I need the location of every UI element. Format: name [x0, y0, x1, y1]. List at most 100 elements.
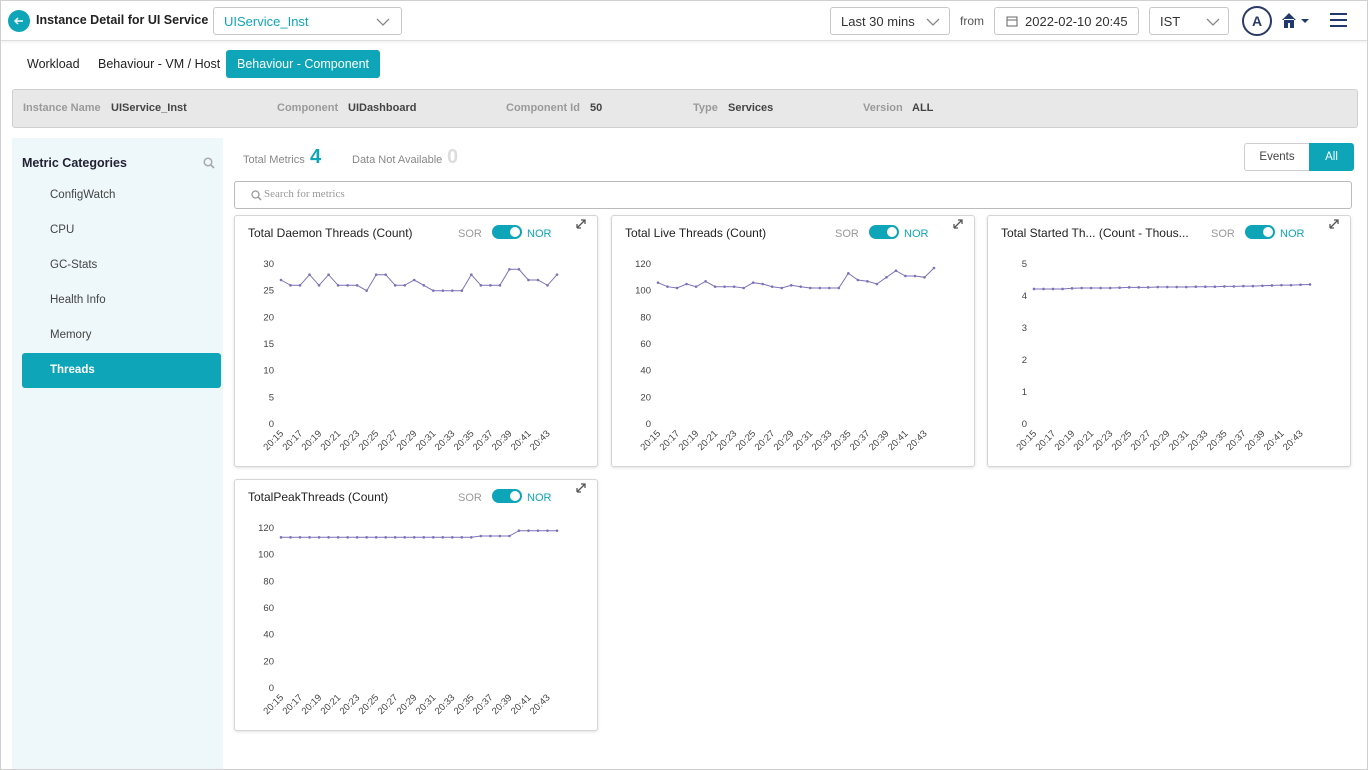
expand-icon[interactable] — [953, 219, 963, 229]
header: Instance Detail for UI Service UIService… — [1, 1, 1367, 41]
data-point — [460, 536, 464, 539]
toggle-switch[interactable] — [869, 225, 899, 239]
data-point — [489, 534, 492, 538]
chart-card: TotalPeakThreads (Count) SOR NOR 0 20 40 60 80 1… — [234, 479, 598, 731]
expand-icon[interactable] — [576, 219, 586, 229]
category-item[interactable]: Memory — [22, 318, 221, 353]
info-label: Instance Name — [23, 102, 101, 114]
home-menu[interactable] — [1281, 12, 1315, 30]
y-tick-label: 0 — [269, 683, 274, 694]
data-point — [441, 289, 445, 292]
x-tick-label: 20:31 — [414, 428, 439, 453]
toggle-switch[interactable] — [1245, 225, 1275, 239]
sidebar-title: Metric Categories — [22, 156, 127, 170]
expand-icon[interactable] — [1329, 219, 1339, 229]
y-tick-label: 20 — [640, 392, 651, 403]
data-point — [422, 536, 426, 539]
x-tick-label: 20:29 — [1148, 428, 1173, 453]
data-point — [336, 536, 340, 539]
timezone-value: IST — [1160, 14, 1181, 29]
y-tick-label: 5 — [1022, 259, 1027, 270]
data-point — [1137, 286, 1140, 289]
data-point — [460, 289, 464, 292]
data-point — [384, 536, 387, 539]
chart-card: Total Started Th... (Count - Thous... SOR… — [987, 215, 1351, 467]
toggle-switch[interactable] — [492, 489, 522, 503]
data-point — [1118, 286, 1121, 289]
chart-card: Total Live Threads (Count) SOR NOR 0 20 40 60 8… — [611, 215, 975, 467]
total-label: Total Metrics — [243, 154, 305, 166]
x-tick-label: 20:17 — [281, 428, 306, 453]
time-range-select[interactable]: Last 30 mins — [830, 7, 950, 35]
data-point — [374, 273, 378, 276]
data-point — [1061, 287, 1064, 291]
data-point — [279, 278, 283, 282]
data-point — [704, 280, 707, 283]
search-icon[interactable] — [203, 157, 215, 169]
series-line — [657, 267, 935, 289]
category-item[interactable]: CPU — [22, 213, 221, 248]
x-tick-label: 20:29 — [395, 428, 420, 453]
tab[interactable]: Behaviour - Component — [226, 50, 381, 78]
y-tick-label: 60 — [263, 603, 274, 614]
data-point — [1223, 285, 1226, 288]
chart: TotalPeakThreads (Count) SOR NOR 0 20 40 60 80 1… — [248, 483, 586, 717]
x-tick-label: 20:27 — [376, 428, 401, 453]
category-item[interactable]: Threads — [22, 353, 221, 388]
filter-button[interactable]: All — [1309, 143, 1354, 171]
y-tick-label: 15 — [263, 339, 274, 350]
date-picker[interactable]: 2022-02-10 20:45 — [994, 7, 1139, 35]
data-point — [818, 286, 822, 290]
data-point — [713, 285, 717, 288]
category-label: CPU — [50, 224, 75, 236]
filter-button[interactable]: Events — [1244, 143, 1310, 171]
data-point — [527, 278, 530, 282]
data-point — [298, 536, 302, 539]
category-item[interactable]: ConfigWatch — [22, 178, 221, 213]
x-tick-label: 20:23 — [715, 428, 740, 453]
data-point — [742, 286, 745, 290]
data-point — [412, 278, 416, 282]
data-point — [1042, 287, 1045, 291]
data-point — [384, 273, 387, 276]
category-label: GC-Stats — [50, 259, 98, 271]
avatar[interactable]: A — [1242, 6, 1272, 36]
data-point — [451, 536, 454, 539]
y-tick-label: 20 — [263, 656, 274, 667]
data-point — [479, 284, 483, 287]
x-tick-label: 20:25 — [1110, 428, 1135, 453]
search-box[interactable]: Search for metrics — [234, 181, 1352, 209]
hamburger-menu[interactable] — [1330, 12, 1348, 28]
x-tick-label: 20:39 — [490, 692, 515, 717]
x-tick-label: 20:15 — [262, 692, 287, 717]
data-point — [479, 534, 483, 538]
x-tick-label: 20:39 — [490, 428, 515, 453]
instance-value: UIService_Inst — [224, 14, 309, 29]
back-button[interactable] — [7, 9, 31, 33]
expand-icon[interactable] — [576, 483, 586, 493]
x-tick-label: 20:35 — [452, 428, 477, 453]
instance-select[interactable]: UIService_Inst — [213, 7, 402, 35]
data-point — [555, 529, 559, 532]
data-point — [780, 286, 784, 290]
x-tick-label: 20:43 — [528, 428, 553, 453]
data-point — [1289, 283, 1293, 287]
y-tick-label: 3 — [1022, 323, 1027, 334]
tab[interactable]: Behaviour - VM / Host — [98, 57, 221, 71]
data-point — [431, 289, 435, 292]
data-point — [346, 536, 349, 539]
timezone-select[interactable]: IST — [1149, 7, 1229, 35]
x-tick-label: 20:41 — [509, 428, 534, 453]
info-label: Type — [693, 102, 718, 114]
data-point — [1080, 286, 1083, 290]
x-tick-label: 20:43 — [1281, 428, 1306, 453]
chart-title: Total Live Threads (Count) — [625, 226, 766, 240]
tab[interactable]: Workload — [27, 57, 80, 71]
toggle-switch[interactable] — [492, 225, 522, 239]
data-point — [1127, 286, 1131, 289]
x-tick-label: 20:35 — [452, 692, 477, 717]
data-point — [904, 274, 907, 278]
category-item[interactable]: Health Info — [22, 283, 221, 318]
y-tick-label: 30 — [263, 259, 274, 270]
category-item[interactable]: GC-Stats — [22, 248, 221, 283]
